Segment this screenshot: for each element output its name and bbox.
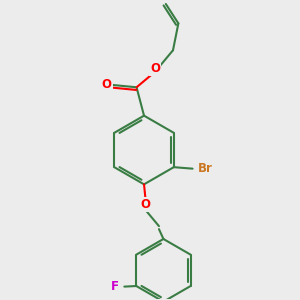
Text: Br: Br bbox=[198, 162, 213, 175]
Text: O: O bbox=[150, 62, 160, 75]
Text: F: F bbox=[110, 280, 118, 293]
Text: O: O bbox=[140, 198, 151, 211]
Text: O: O bbox=[102, 78, 112, 92]
